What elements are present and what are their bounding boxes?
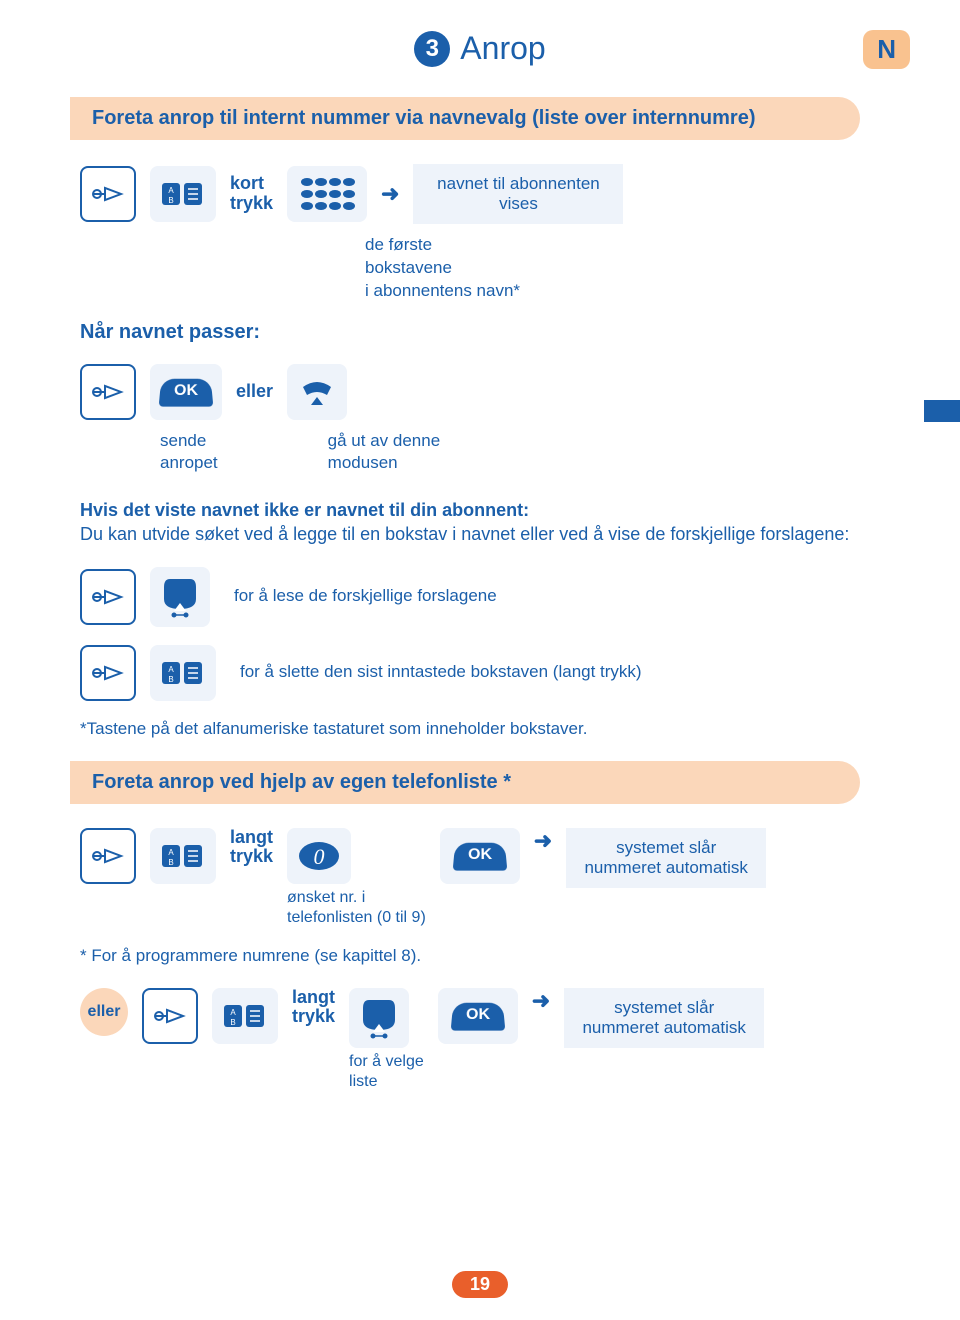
short-press-label: kort trykk	[230, 174, 273, 214]
not-match-body: Du kan utvide søket ved å legge til en b…	[80, 524, 849, 544]
side-tab-marker	[924, 400, 960, 422]
svg-text:A: A	[168, 848, 174, 857]
hand-icon	[80, 828, 136, 884]
delete-last-label: for å slette den sist inntastede bokstav…	[240, 661, 642, 684]
or-label: eller	[236, 381, 273, 402]
trykk-label: trykk	[292, 1007, 335, 1027]
section-number-badge: 3	[414, 31, 450, 67]
step-row: A B kort trykk ➜ navnet til abonnenten v…	[70, 164, 890, 224]
ab-key-icon: A B	[150, 166, 216, 222]
page-header: 3 Anrop N	[70, 30, 890, 67]
zero-key-stack: 0 ønsket nr. i telefonlisten (0 til 9)	[287, 828, 426, 928]
arrow-icon: ➜	[534, 828, 552, 854]
step-row-alt: eller A B langt trykk for å velge liste	[70, 988, 890, 1092]
langt-label: langt	[230, 828, 273, 848]
ok-label: OK	[450, 1002, 505, 1030]
nav-key-stack: for å velge liste	[349, 988, 424, 1092]
ok-label: OK	[452, 842, 507, 870]
wanted-number-caption: ønsket nr. i telefonlisten (0 til 9)	[287, 888, 426, 928]
section-heading-2: Foreta anrop ved hjelp av egen telefonli…	[70, 761, 860, 804]
svg-text:0: 0	[314, 844, 325, 869]
or-badge: eller	[80, 988, 128, 1036]
long-press-label: langt trykk	[292, 988, 335, 1028]
when-name-fits-heading: Når navnet passer:	[70, 321, 890, 344]
program-note: * For å programmere numrene (se kapittel…	[70, 946, 890, 966]
result-display: navnet til abonnenten vises	[413, 164, 623, 224]
hand-icon	[80, 166, 136, 222]
nav-down-icon	[150, 567, 210, 627]
keypad-icon	[287, 166, 367, 222]
caption-line: anropet	[160, 452, 218, 474]
not-match-paragraph: Hvis det viste navnet ikke er navnet til…	[70, 498, 890, 547]
send-call-caption: sende anropet	[160, 430, 218, 474]
ok-button-icon: OK	[438, 988, 518, 1044]
step-row: OK eller	[70, 364, 890, 420]
hand-icon	[80, 645, 136, 701]
choose-list-caption: for å velge liste	[349, 1052, 424, 1092]
page-number: 19	[452, 1271, 508, 1298]
svg-text:B: B	[168, 196, 173, 205]
step-row: for å lese de forskjellige forslagene	[70, 567, 890, 627]
trykk-label: trykk	[230, 847, 273, 867]
hand-icon	[142, 988, 198, 1044]
svg-text:A: A	[168, 665, 174, 674]
arrow-icon: ➜	[532, 988, 550, 1014]
caption-line: gå ut av denne	[328, 430, 440, 452]
footnote: *Tastene på det alfanumeriske tastaturet…	[70, 719, 890, 739]
ok-label: OK	[159, 379, 214, 407]
hand-icon	[80, 569, 136, 625]
not-match-title: Hvis det viste navnet ikke er navnet til…	[80, 500, 529, 520]
keypad-caption: de første bokstavene i abonnentens navn*	[70, 234, 890, 303]
result-display: systemet slår nummeret automatisk	[564, 988, 764, 1048]
svg-text:A: A	[168, 186, 174, 195]
exit-mode-caption: gå ut av denne modusen	[328, 430, 440, 474]
caption-line: modusen	[328, 452, 440, 474]
trykk-label: trykk	[230, 194, 273, 214]
zero-key-icon: 0	[287, 828, 351, 884]
step-row: A B langt trykk 0 ønsket nr. i telefonli…	[70, 828, 890, 928]
hand-icon	[80, 364, 136, 420]
svg-text:B: B	[168, 675, 173, 684]
ok-button-icon: OK	[150, 364, 222, 420]
langt-label: langt	[292, 988, 335, 1008]
ab-key-icon: A B	[150, 645, 216, 701]
arrow-icon: ➜	[381, 181, 399, 207]
ab-key-icon: A B	[212, 988, 278, 1044]
ok-button-icon: OK	[440, 828, 520, 884]
ab-key-icon: A B	[150, 828, 216, 884]
step-row: A B for å slette den sist inntastede bok…	[70, 645, 890, 701]
kort-label: kort	[230, 174, 273, 194]
language-badge: N	[863, 30, 910, 69]
caption-row: sende anropet gå ut av denne modusen	[70, 430, 890, 474]
svg-text:B: B	[168, 858, 173, 867]
svg-text:A: A	[230, 1008, 236, 1017]
nav-down-icon	[349, 988, 409, 1048]
section-heading-1: Foreta anrop til internt nummer via navn…	[70, 97, 860, 140]
svg-text:B: B	[230, 1018, 235, 1027]
long-press-label: langt trykk	[230, 828, 273, 868]
section-title: Anrop	[460, 30, 545, 67]
caption-line: sende	[160, 430, 218, 452]
hangup-icon	[287, 364, 347, 420]
read-suggestions-label: for å lese de forskjellige forslagene	[234, 585, 497, 608]
result-display: systemet slår nummeret automatisk	[566, 828, 766, 888]
